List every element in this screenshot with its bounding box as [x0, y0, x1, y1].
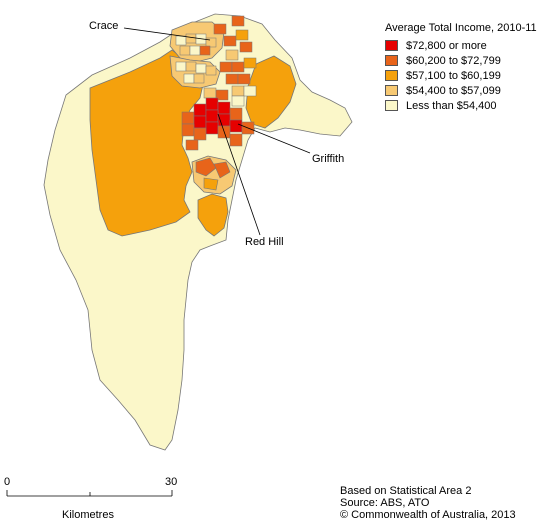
legend-swatch [385, 40, 398, 51]
legend-item-fourth: $54,400 to $57,099 [385, 83, 537, 98]
region-tuggeranong-a [195, 157, 217, 177]
footer-copyright: © Commonwealth of Australia, 2013 [340, 509, 516, 521]
suburb-cells-northeast [203, 15, 257, 101]
footer-basis: Based on Statistical Area 2 [340, 485, 472, 497]
legend-item-third: $57,100 to $60,199 [385, 68, 537, 83]
scale-max-label: 30 [165, 476, 178, 488]
region-tuggeranong-c [203, 177, 219, 191]
legend-swatch [385, 55, 398, 66]
scale-min-label: 0 [4, 476, 11, 488]
legend-label: $72,800 or more [406, 39, 487, 52]
footer-source: Source: ABS, ATO [340, 497, 430, 509]
legend-item-second: $60,200 to $72,799 [385, 53, 537, 68]
legend: Average Total Income, 2010-11 $72,800 or… [385, 21, 537, 113]
region-south-central [197, 193, 229, 237]
label-red-hill: Red Hill [245, 236, 284, 248]
legend-label: Less than $54,400 [406, 99, 497, 112]
legend-label: $57,100 to $60,199 [406, 69, 501, 82]
legend-label: $60,200 to $72,799 [406, 54, 501, 67]
label-griffith: Griffith [312, 153, 345, 165]
footer-notes: Based on Statistical Area 2 Source: ABS,… [340, 485, 516, 521]
scale-unit-label: Kilometres [62, 509, 114, 521]
legend-swatch [385, 85, 398, 96]
legend-swatch [385, 70, 398, 81]
leader-lines [123, 27, 311, 236]
legend-swatch [385, 100, 398, 111]
legend-title: Average Total Income, 2010-11 [385, 22, 537, 34]
legend-label: $54,400 to $57,099 [406, 84, 501, 97]
region-tuggeranong-b [213, 161, 231, 179]
legend-item-bottom: Less than $54,400 [385, 98, 537, 113]
label-crace: Crace [89, 20, 119, 32]
region-east-district [245, 55, 297, 129]
legend-item-top: $72,800 or more [385, 38, 537, 53]
scale-bar [6, 490, 173, 497]
